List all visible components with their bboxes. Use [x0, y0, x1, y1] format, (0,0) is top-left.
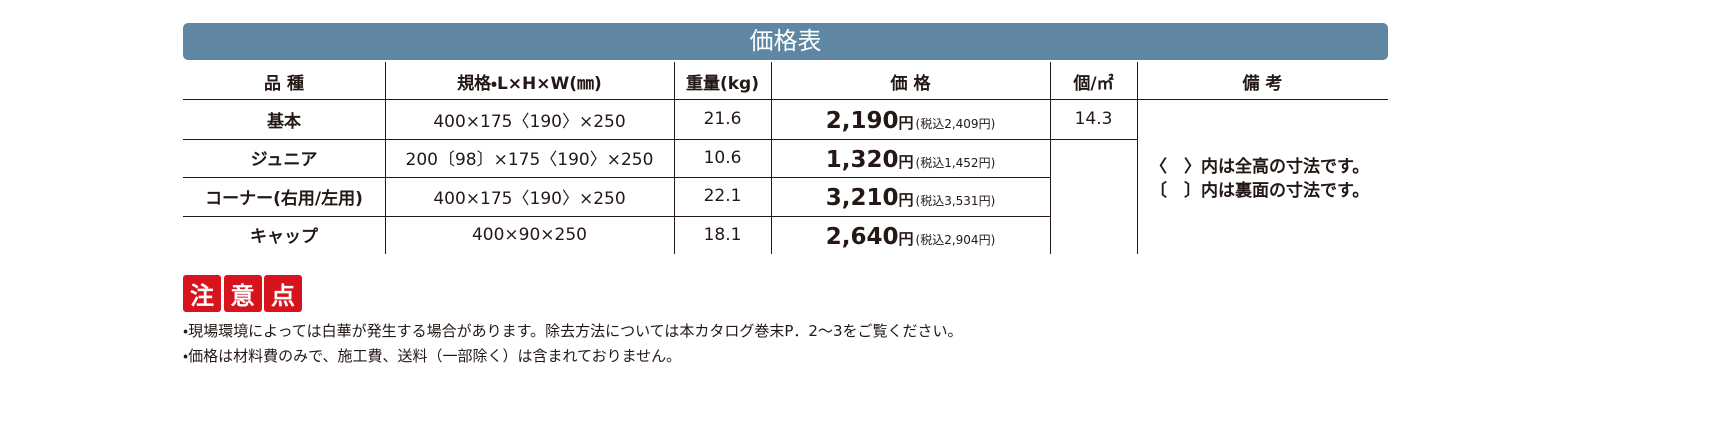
product-name: キャップ — [250, 227, 318, 248]
product-name: 基本 — [267, 111, 301, 132]
weight: 18.1 — [703, 224, 742, 245]
weight: 10.6 — [703, 147, 742, 168]
column-rule — [1137, 62, 1138, 254]
product-name: ジュニア — [250, 150, 318, 171]
row-rule — [183, 215, 1050, 217]
weight: 21.6 — [703, 109, 742, 130]
row-rule — [183, 138, 1050, 140]
column-header: 重量(kg) — [685, 73, 759, 94]
dimensions: 400×175〈190〉×250 — [433, 188, 626, 209]
column-rule — [771, 62, 772, 254]
price: 2,190 — [825, 108, 899, 134]
tax-included-price: (税込2,904円) — [915, 232, 996, 247]
tax-included-price: (税込2,409円) — [915, 117, 996, 131]
column-header: 個/㎡ — [1073, 73, 1114, 94]
dimensions: 200〔98〕×175〈190〉×250 — [405, 150, 654, 171]
price-cell: 2,190 円 (税込2,409円) — [771, 100, 1050, 139]
price: 2,640 — [825, 223, 899, 250]
product-name: コーナー(右用/左用) — [205, 188, 363, 209]
weight: 22.1 — [703, 186, 742, 207]
note: ・価格は材料費のみで、施工費、送料（一部除く）は含まれておりません。 — [183, 347, 682, 365]
tax-included-price: (税込1,452円) — [915, 155, 996, 170]
dimensions: 400×175〈190〉×250 — [433, 111, 626, 132]
price-cell: 2,640 円 (税込2,904円) — [771, 216, 1050, 255]
caution-badge: 注 — [183, 275, 221, 312]
price-unit: 円 — [898, 229, 914, 248]
dimensions: 400×90×250 — [471, 224, 587, 245]
remark: 〈 〉内は全高の寸法です。 — [1150, 157, 1370, 177]
price-unit: 円 — [898, 152, 914, 171]
per-m2: 14.3 — [1074, 109, 1113, 130]
column-header: 備 考 — [1242, 73, 1283, 94]
price: 3,210 — [825, 185, 899, 211]
column-header: 規格・L×H×W(㎜) — [457, 73, 602, 94]
price-unit: 円 — [898, 191, 914, 209]
price-unit: 円 — [898, 114, 914, 132]
price: 1,320 — [825, 146, 899, 173]
table-title: 価格表 — [183, 23, 1388, 60]
column-header: 品 種 — [264, 73, 304, 94]
tax-included-price: (税込3,531円) — [915, 194, 996, 208]
column-rule — [674, 62, 675, 254]
price-cell: 1,320 円 (税込1,452円) — [771, 139, 1050, 178]
caution-badge: 意 — [223, 275, 262, 312]
caution-badge: 点 — [264, 275, 302, 312]
remark: 〔 〕内は裏面の寸法です。 — [1150, 181, 1370, 201]
column-header: 価 格 — [890, 73, 931, 94]
header-rule — [183, 99, 1388, 100]
row-rule — [1050, 138, 1137, 140]
row-rule — [183, 177, 1050, 178]
column-rule — [385, 62, 386, 254]
price-cell: 3,210 円 (税込3,531円) — [771, 177, 1050, 216]
note: ・現場環境によっては白華が発生する場合があります。除去方法については本カタログ巻… — [183, 322, 963, 340]
column-rule — [1050, 62, 1051, 254]
